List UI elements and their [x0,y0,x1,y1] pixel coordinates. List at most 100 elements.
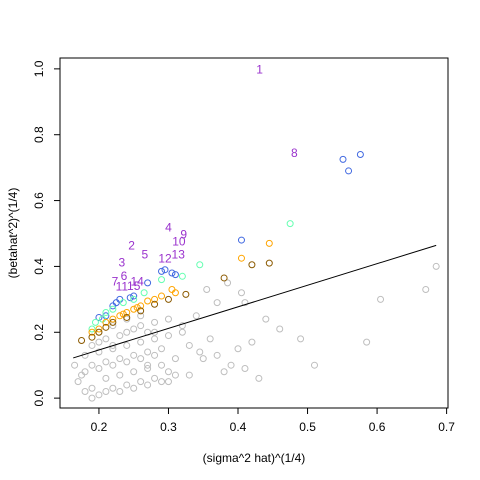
point [95,338,103,346]
point [102,323,110,331]
point [123,381,131,389]
point [95,328,103,336]
point [262,315,270,323]
point-label: 3 [119,256,126,270]
x-tick-label: 0.7 [438,420,455,434]
point [234,345,242,353]
point [123,313,131,321]
point [137,355,145,363]
point [203,285,211,293]
point [98,315,106,323]
point [192,312,200,320]
point [185,371,193,379]
point [81,388,89,396]
point [158,267,166,275]
point-label: 12 [158,252,172,266]
point [237,254,245,262]
x-tick-label: 0.4 [230,420,247,434]
point [116,355,124,363]
trend-line [73,244,437,359]
point [130,295,138,303]
point [137,338,145,346]
point [109,361,117,369]
point [345,167,353,175]
point [164,332,172,340]
point [144,279,152,287]
point [71,361,79,369]
point-label: 6 [121,269,128,283]
point [88,384,96,392]
point [248,261,256,269]
point [224,279,232,287]
x-tick-label: 0.5 [299,420,316,434]
point-label: 1 [256,63,263,77]
point-label: 8 [291,146,298,160]
point [88,328,96,336]
point [116,388,124,396]
point [248,338,256,346]
point [171,289,179,297]
point [130,368,138,376]
point [164,315,172,323]
point [78,337,86,345]
point [151,318,159,326]
y-tick-label: 0.8 [32,126,46,143]
point [151,374,159,382]
point-label: 15 [127,279,141,293]
point [196,261,204,269]
point [112,299,120,307]
point-label: 2 [128,239,135,253]
point [116,312,124,320]
point [158,361,166,369]
point [199,355,207,363]
point [178,328,186,336]
point [81,368,89,376]
point [158,378,166,386]
x-axis-label: (sigma^2 hat)^(1/4) [203,451,306,465]
point [377,295,385,303]
point [116,371,124,379]
point [310,361,318,369]
y-tick-label: 0.2 [32,324,46,341]
point [137,378,145,386]
point [151,300,159,308]
point [123,309,131,317]
point [178,272,186,280]
point [88,394,96,402]
point [220,274,228,282]
point [158,345,166,353]
point-label: 7 [112,275,119,289]
x-tick-label: 0.3 [160,420,177,434]
point [137,322,145,330]
point [164,378,172,386]
point [95,348,103,356]
y-tick-label: 1.0 [32,60,46,77]
point [276,325,284,333]
point [119,310,127,318]
point [109,315,117,323]
point [151,335,159,343]
point-label: 10 [172,235,186,249]
point-label: 5 [141,247,148,261]
point [123,341,131,349]
point [95,313,103,321]
point [241,299,249,307]
point [95,391,103,399]
point [206,335,214,343]
y-tick-label: 0.6 [32,192,46,209]
point [144,381,152,389]
point [158,292,166,300]
point [109,318,117,326]
point [91,318,99,326]
point [182,290,190,298]
point [123,328,131,336]
point [164,368,172,376]
point [168,285,176,293]
point [171,355,179,363]
point [144,361,152,369]
point [102,358,110,366]
point [237,236,245,244]
point [297,335,305,343]
point [168,269,176,277]
point [286,220,294,228]
